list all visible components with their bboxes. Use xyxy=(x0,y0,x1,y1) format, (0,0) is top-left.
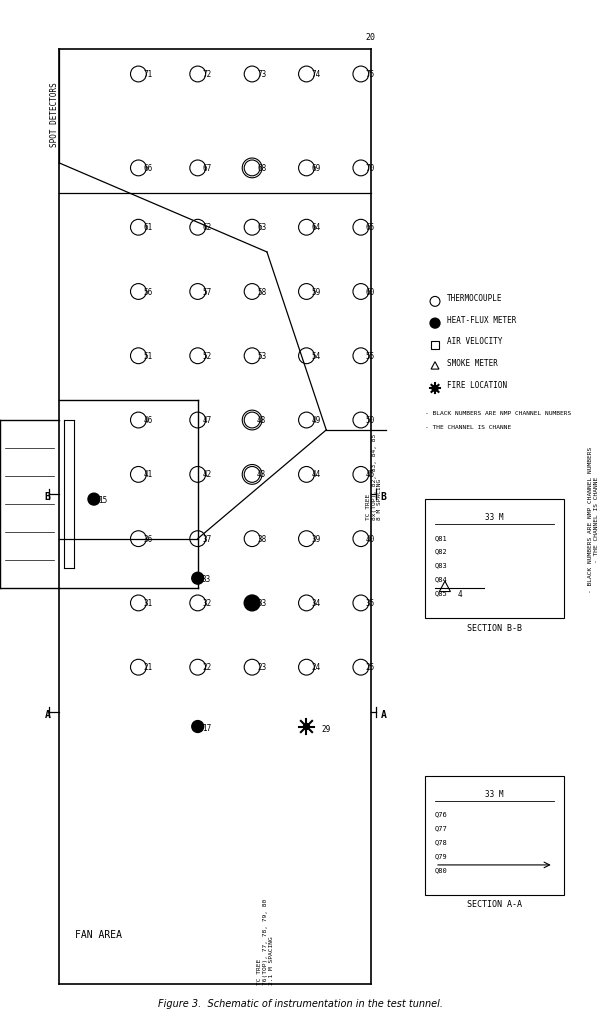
Text: 39: 39 xyxy=(311,534,321,543)
Text: B: B xyxy=(381,491,387,501)
Text: 42: 42 xyxy=(203,470,212,479)
Text: 69: 69 xyxy=(311,164,321,173)
Text: 37: 37 xyxy=(203,534,212,543)
Text: 47: 47 xyxy=(203,416,212,425)
Text: 23: 23 xyxy=(257,662,266,672)
Text: 36: 36 xyxy=(143,534,153,543)
Text: 21: 21 xyxy=(143,662,153,672)
Circle shape xyxy=(430,319,440,329)
Text: 74: 74 xyxy=(311,70,321,78)
Text: 33 M: 33 M xyxy=(485,789,504,798)
Text: - THE CHANNEL IS CHANNE: - THE CHANNEL IS CHANNE xyxy=(425,425,512,430)
Text: Figure 3.  Schematic of instrumentation in the test tunnel.: Figure 3. Schematic of instrumentation i… xyxy=(158,999,443,1008)
Text: 38: 38 xyxy=(257,534,266,543)
Text: 33 M: 33 M xyxy=(485,513,504,522)
Text: - BLACK NUMBERS ARE NMP CHANNEL NUMBERS: - BLACK NUMBERS ARE NMP CHANNEL NUMBERS xyxy=(425,411,571,416)
Text: 46: 46 xyxy=(143,416,153,425)
Text: 34: 34 xyxy=(311,598,321,607)
Text: 66: 66 xyxy=(143,164,153,173)
Text: 51: 51 xyxy=(143,352,153,361)
Text: A: A xyxy=(381,709,387,719)
Text: 57: 57 xyxy=(203,287,212,297)
Text: 29: 29 xyxy=(322,725,331,734)
Text: FAN AREA: FAN AREA xyxy=(76,929,122,940)
Text: SPOT DETECTORS: SPOT DETECTORS xyxy=(50,83,59,147)
Text: 24: 24 xyxy=(311,662,321,672)
Text: - BLACK NUMBERS ARE NMP CHANNEL NUMBERS
- THE CHANNEL IS CHANNE: - BLACK NUMBERS ARE NMP CHANNEL NUMBERS … xyxy=(588,446,599,592)
Text: 15: 15 xyxy=(98,495,107,504)
Text: 41: 41 xyxy=(143,470,153,479)
Text: 54: 54 xyxy=(311,352,321,361)
Text: 22: 22 xyxy=(203,662,212,672)
Text: 40: 40 xyxy=(366,534,375,543)
Text: 35: 35 xyxy=(366,598,375,607)
Text: 25: 25 xyxy=(366,662,375,672)
Text: 31: 31 xyxy=(143,598,153,607)
Bar xyxy=(425,499,563,619)
Text: 70: 70 xyxy=(366,164,375,173)
Circle shape xyxy=(192,573,203,585)
Text: Q82: Q82 xyxy=(435,548,448,554)
Text: 32: 32 xyxy=(203,598,212,607)
Text: 45: 45 xyxy=(366,470,375,479)
Text: Q76: Q76 xyxy=(435,811,448,816)
Text: 33: 33 xyxy=(202,575,211,584)
Text: 58: 58 xyxy=(257,287,266,297)
Circle shape xyxy=(192,720,203,733)
Text: 50: 50 xyxy=(366,416,375,425)
Text: 55: 55 xyxy=(366,352,375,361)
Text: 67: 67 xyxy=(203,164,212,173)
Text: 62: 62 xyxy=(203,223,212,232)
Text: Q78: Q78 xyxy=(435,839,448,845)
Text: 43: 43 xyxy=(257,470,266,479)
Text: 60: 60 xyxy=(366,287,375,297)
Text: 17: 17 xyxy=(202,722,211,732)
Text: SECTION B-B: SECTION B-B xyxy=(467,623,522,632)
Circle shape xyxy=(244,595,260,611)
Text: AIR VELOCITY: AIR VELOCITY xyxy=(447,337,502,346)
Text: HEAT-FLUX METER: HEAT-FLUX METER xyxy=(447,315,516,324)
Text: Q85: Q85 xyxy=(435,589,448,595)
Text: SECTION A-A: SECTION A-A xyxy=(467,900,522,909)
Text: 20: 20 xyxy=(366,34,376,43)
Text: THERMOCOUPLE: THERMOCOUPLE xyxy=(447,293,502,303)
Bar xyxy=(425,776,563,895)
Circle shape xyxy=(432,386,438,392)
Text: B: B xyxy=(44,491,51,501)
Text: A: A xyxy=(44,709,51,719)
Text: 72: 72 xyxy=(203,70,212,78)
Text: 56: 56 xyxy=(143,287,153,297)
Text: 73: 73 xyxy=(257,70,266,78)
Text: FIRE LOCATION: FIRE LOCATION xyxy=(447,380,507,389)
Text: 52: 52 xyxy=(203,352,212,361)
Circle shape xyxy=(303,723,309,730)
Text: SMOKE METER: SMOKE METER xyxy=(447,359,498,368)
Text: Q79: Q79 xyxy=(435,852,448,858)
Circle shape xyxy=(88,493,100,505)
Text: 48: 48 xyxy=(257,416,266,425)
Text: 64: 64 xyxy=(311,223,321,232)
Text: TC TREE
76(TOP), 77, 78, 79, 80
2.1 M SPACING: TC TREE 76(TOP), 77, 78, 79, 80 2.1 M SP… xyxy=(257,898,273,983)
Text: 53: 53 xyxy=(257,352,266,361)
Text: 4: 4 xyxy=(457,589,462,598)
Bar xyxy=(431,341,439,350)
Text: 75: 75 xyxy=(366,70,375,78)
Text: 49: 49 xyxy=(311,416,321,425)
Text: 59: 59 xyxy=(311,287,321,297)
Text: 71: 71 xyxy=(143,70,153,78)
Text: 65: 65 xyxy=(366,223,375,232)
Text: 63: 63 xyxy=(257,223,266,232)
Text: 68: 68 xyxy=(257,164,266,173)
Text: Q77: Q77 xyxy=(435,824,448,830)
Text: 61: 61 xyxy=(143,223,153,232)
Text: Q84: Q84 xyxy=(435,576,448,582)
Text: TC TREE
8x(TOP), 82, 83, 84, 85
8 M SPACING: TC TREE 8x(TOP), 82, 83, 84, 85 8 M SPAC… xyxy=(366,433,382,520)
Text: 33: 33 xyxy=(257,598,266,607)
Text: Q80: Q80 xyxy=(435,866,448,872)
Text: Q83: Q83 xyxy=(435,561,448,568)
Text: 44: 44 xyxy=(311,470,321,479)
Text: Q81: Q81 xyxy=(435,534,448,540)
